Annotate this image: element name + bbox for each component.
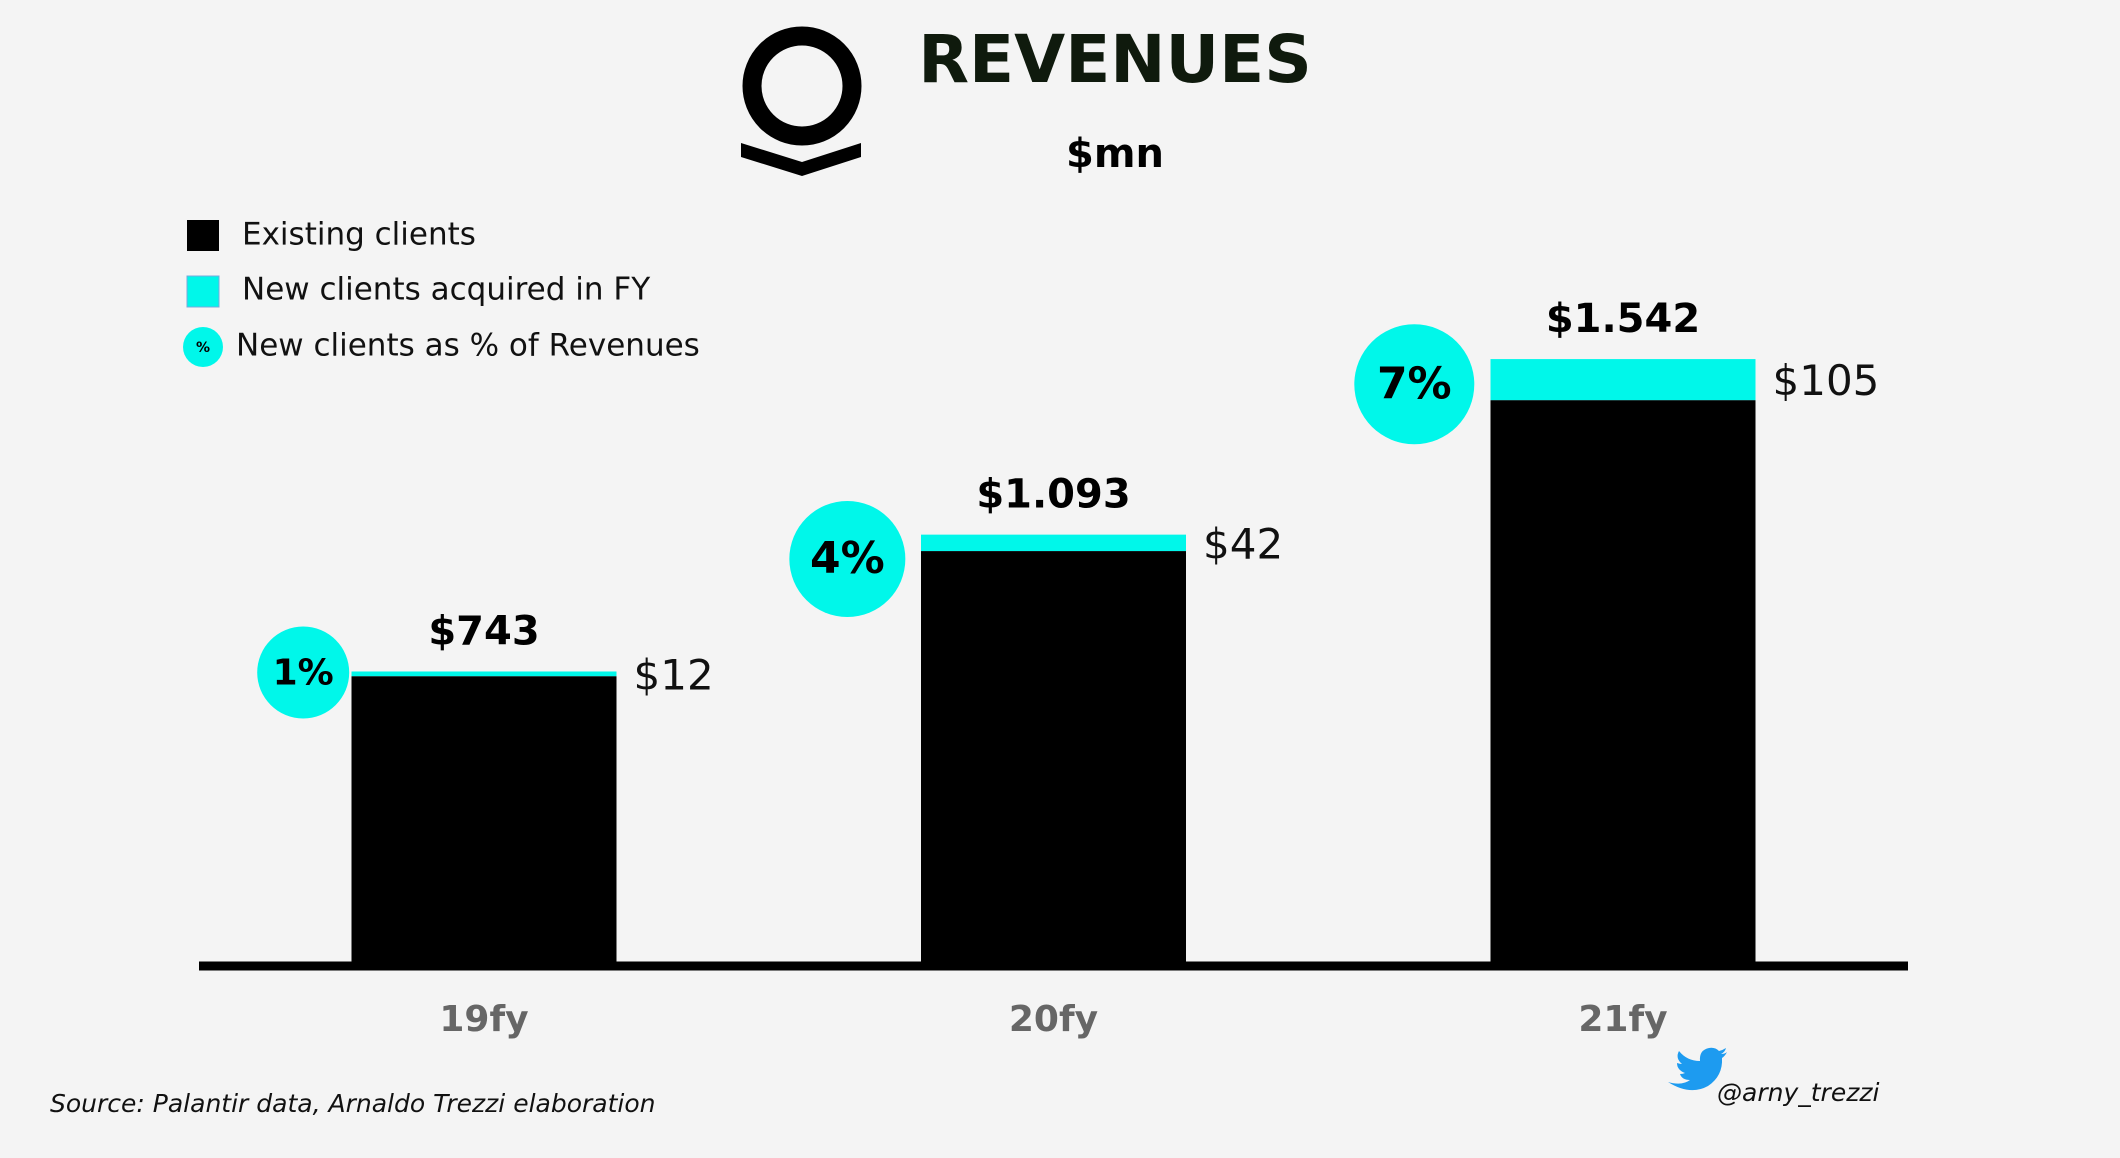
value-label: $42 bbox=[1203, 519, 1283, 568]
legend-swatch bbox=[187, 220, 219, 251]
chart-subtitle: $mn bbox=[1066, 131, 1164, 177]
bar-segment bbox=[351, 676, 617, 962]
total-label: $743 bbox=[428, 608, 539, 654]
share-bubble bbox=[257, 626, 350, 719]
legend-label: New clients acquired in FY bbox=[242, 272, 650, 308]
bar-segment bbox=[1490, 400, 1756, 962]
source-note: Source: Palantir data, Arnaldo Trezzi el… bbox=[50, 1089, 656, 1118]
bar-segment bbox=[351, 671, 617, 677]
share-label: 7% bbox=[1377, 358, 1452, 409]
logo bbox=[741, 26, 862, 176]
legend: Existing clients New clients acquired in… bbox=[183, 217, 700, 367]
share-bubble bbox=[1354, 324, 1475, 445]
legend-label: New clients as % of Revenues bbox=[236, 328, 700, 364]
bar-segment bbox=[921, 551, 1186, 962]
total-label: $1.093 bbox=[976, 472, 1130, 518]
x-tick-label: 20fy bbox=[1009, 999, 1098, 1040]
legend-swatch bbox=[183, 327, 223, 367]
value-label: $105 bbox=[1773, 356, 1880, 405]
x-tick-label: 21fy bbox=[1578, 999, 1667, 1040]
total-label: $1.542 bbox=[1546, 296, 1700, 342]
twitter-icon bbox=[1668, 1047, 1727, 1091]
legend-swatch bbox=[186, 275, 220, 308]
x-tick-label: 19fy bbox=[439, 999, 528, 1040]
bar-segment bbox=[921, 534, 1186, 552]
share-label: 1% bbox=[273, 652, 334, 693]
share-label: 4% bbox=[810, 533, 885, 584]
legend-label: Existing clients bbox=[242, 217, 476, 253]
twitter-handle: @arny_trezzi bbox=[1717, 1078, 1879, 1107]
share-bubble bbox=[789, 500, 906, 617]
value-label: $12 bbox=[634, 650, 714, 699]
bar-segment bbox=[1490, 359, 1756, 401]
legend-symbol: % bbox=[196, 340, 210, 356]
chart-title: REVENUES bbox=[918, 21, 1312, 98]
